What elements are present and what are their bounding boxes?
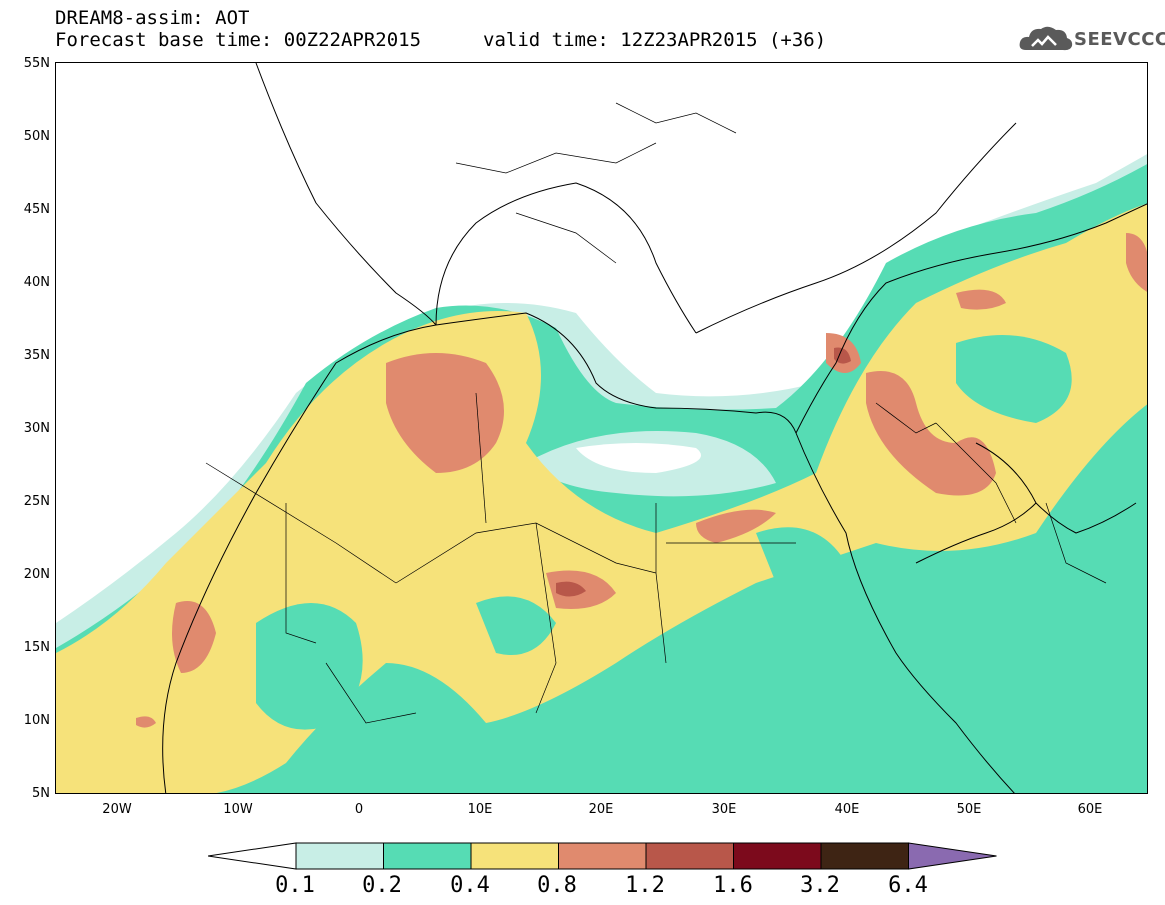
colorbar-label-0-2: 0.2 bbox=[362, 873, 402, 898]
map-canvas bbox=[56, 63, 1147, 793]
lat-label-30n: 30N bbox=[23, 421, 50, 436]
cloud-icon bbox=[1019, 26, 1073, 51]
lat-label-15n: 15N bbox=[23, 640, 50, 655]
lat-label-5n: 5N bbox=[32, 786, 50, 801]
lon-label-20w: 20W bbox=[102, 802, 132, 817]
colorbar-segment bbox=[383, 842, 472, 870]
colorbar-segment bbox=[295, 842, 384, 870]
colorbar-segment bbox=[558, 842, 647, 870]
colorbar-segment bbox=[645, 842, 734, 870]
colorbar-label-0-1: 0.1 bbox=[275, 873, 315, 898]
aot-map bbox=[55, 62, 1148, 794]
lat-label-45n: 45N bbox=[23, 202, 50, 217]
lon-label-10w: 10W bbox=[223, 802, 253, 817]
lat-label-55n: 55N bbox=[23, 56, 50, 71]
lon-label-30e: 30E bbox=[711, 802, 737, 817]
colorbar-label-0-4: 0.4 bbox=[450, 873, 490, 898]
lon-label-0: 0 bbox=[354, 802, 364, 817]
lon-label-40e: 40E bbox=[834, 802, 860, 817]
colorbar-segment bbox=[733, 842, 822, 870]
colorbar-label-0-8: 0.8 bbox=[537, 873, 577, 898]
colorbar-label-1-2: 1.2 bbox=[625, 873, 665, 898]
logo-text: SEEVCCC bbox=[1074, 29, 1165, 50]
colorbar-segment bbox=[820, 842, 909, 870]
colorbar-label-3-2: 3.2 bbox=[800, 873, 840, 898]
lat-label-25n: 25N bbox=[23, 494, 50, 509]
valid-time: valid time: 12Z23APR2015 (+36) bbox=[483, 29, 827, 51]
forecast-base-time: Forecast base time: 00Z22APR2015 bbox=[55, 29, 422, 51]
lon-label-60e: 60E bbox=[1077, 802, 1103, 817]
lon-label-50e: 50E bbox=[956, 802, 982, 817]
lon-label-20e: 20E bbox=[588, 802, 614, 817]
colorbar-label-1-6: 1.6 bbox=[713, 873, 753, 898]
seevccc-logo: SEEVCCC bbox=[1018, 22, 1165, 56]
colorbar-segment bbox=[470, 842, 559, 870]
colorbar-label-6-4: 6.4 bbox=[888, 873, 928, 898]
lat-label-50n: 50N bbox=[23, 129, 50, 144]
colorbar bbox=[208, 842, 997, 870]
lat-label-10n: 10N bbox=[23, 713, 50, 728]
lat-label-20n: 20N bbox=[23, 567, 50, 582]
colorbar-segment-below bbox=[208, 842, 297, 870]
lat-label-40n: 40N bbox=[23, 275, 50, 290]
lat-label-35n: 35N bbox=[23, 348, 50, 363]
colorbar-segment-above bbox=[908, 842, 997, 870]
lon-label-10e: 10E bbox=[467, 802, 493, 817]
product-title: DREAM8-assim: AOT bbox=[55, 7, 250, 29]
